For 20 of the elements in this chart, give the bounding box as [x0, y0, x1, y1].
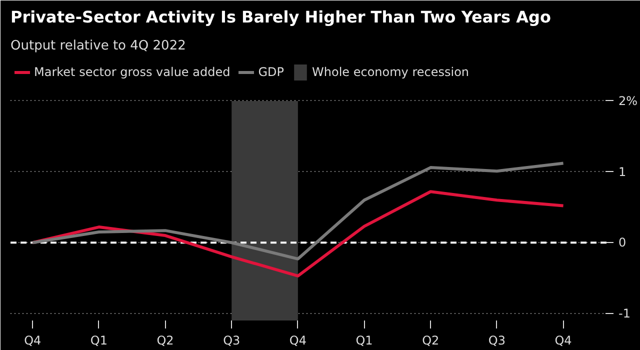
- x-tick-label: Q1: [356, 334, 373, 348]
- line-series: [31, 162, 565, 260]
- x-tick-label: Q4: [24, 334, 42, 348]
- line-series: [31, 190, 565, 278]
- chart-title: Private-Sector Activity Is Barely Higher Than Two Years Ago: [10, 8, 551, 26]
- x-tick-label: Q1: [90, 334, 108, 348]
- x-tick-label: Q2: [422, 334, 440, 348]
- x-tick-label: Q4: [554, 334, 572, 348]
- y-tick-label: -1: [618, 306, 630, 320]
- x-tick-label: Q3: [488, 334, 506, 348]
- legend-label: GDP: [258, 65, 284, 79]
- y-tick-label: 0: [618, 236, 626, 250]
- y-tick-label: 1: [618, 164, 626, 179]
- legend-label: Market sector gross value added: [34, 65, 230, 79]
- x-tick-label: Q3: [223, 334, 240, 348]
- x-tick-label: Q2: [156, 334, 174, 348]
- y-tick-label: 2%: [618, 94, 638, 108]
- legend-label: Whole economy recession: [312, 65, 470, 79]
- x-tick-label: Q4: [289, 334, 306, 348]
- chart-subtitle: Output relative to 4Q 2022: [10, 38, 186, 54]
